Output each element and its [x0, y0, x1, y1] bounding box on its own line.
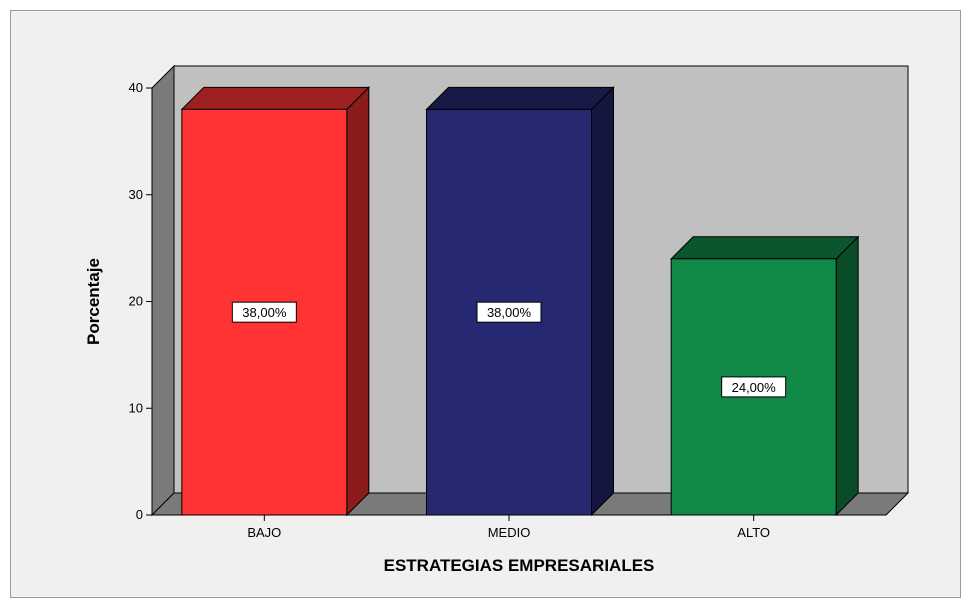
- y-tick-label: 10: [129, 400, 143, 415]
- bar-alto: 24,00%: [669, 235, 860, 517]
- bar-bajo: 38,00%: [180, 86, 371, 517]
- plot-side-wall: [151, 64, 175, 517]
- y-axis: 0 10 20 30 40: [129, 80, 152, 522]
- data-label-box: [476, 301, 542, 323]
- y-tick-label: 20: [129, 294, 143, 309]
- bar-top-face: [425, 86, 615, 110]
- x-tick-label: BAJO: [247, 525, 281, 540]
- x-axis-title: ESTRATEGIAS EMPRESARIALES: [384, 556, 655, 575]
- x-tick-label: ALTO: [737, 525, 770, 540]
- bar-side-face: [591, 86, 614, 517]
- bar-top-face: [669, 236, 860, 260]
- bar-side-face: [346, 86, 370, 517]
- data-label: 38,00%: [487, 305, 532, 320]
- y-tick-label: 30: [129, 187, 143, 202]
- data-label: 38,00%: [242, 305, 287, 320]
- bar-top-face: [180, 86, 371, 110]
- bars: 38,00% 38,00% 24,00%: [180, 86, 860, 517]
- x-tick-label: MEDIO: [488, 525, 531, 540]
- y-tick-label: 40: [129, 80, 143, 95]
- bar-medio: 38,00%: [425, 86, 615, 517]
- y-tick-label: 0: [136, 507, 143, 522]
- bar-side-face: [835, 235, 859, 517]
- data-label-box: [231, 301, 297, 323]
- data-label-box: [721, 376, 787, 398]
- y-axis-title: Porcentaje: [84, 258, 103, 345]
- data-label: 24,00%: [732, 380, 777, 395]
- x-axis: BAJO MEDIO ALTO: [247, 515, 770, 540]
